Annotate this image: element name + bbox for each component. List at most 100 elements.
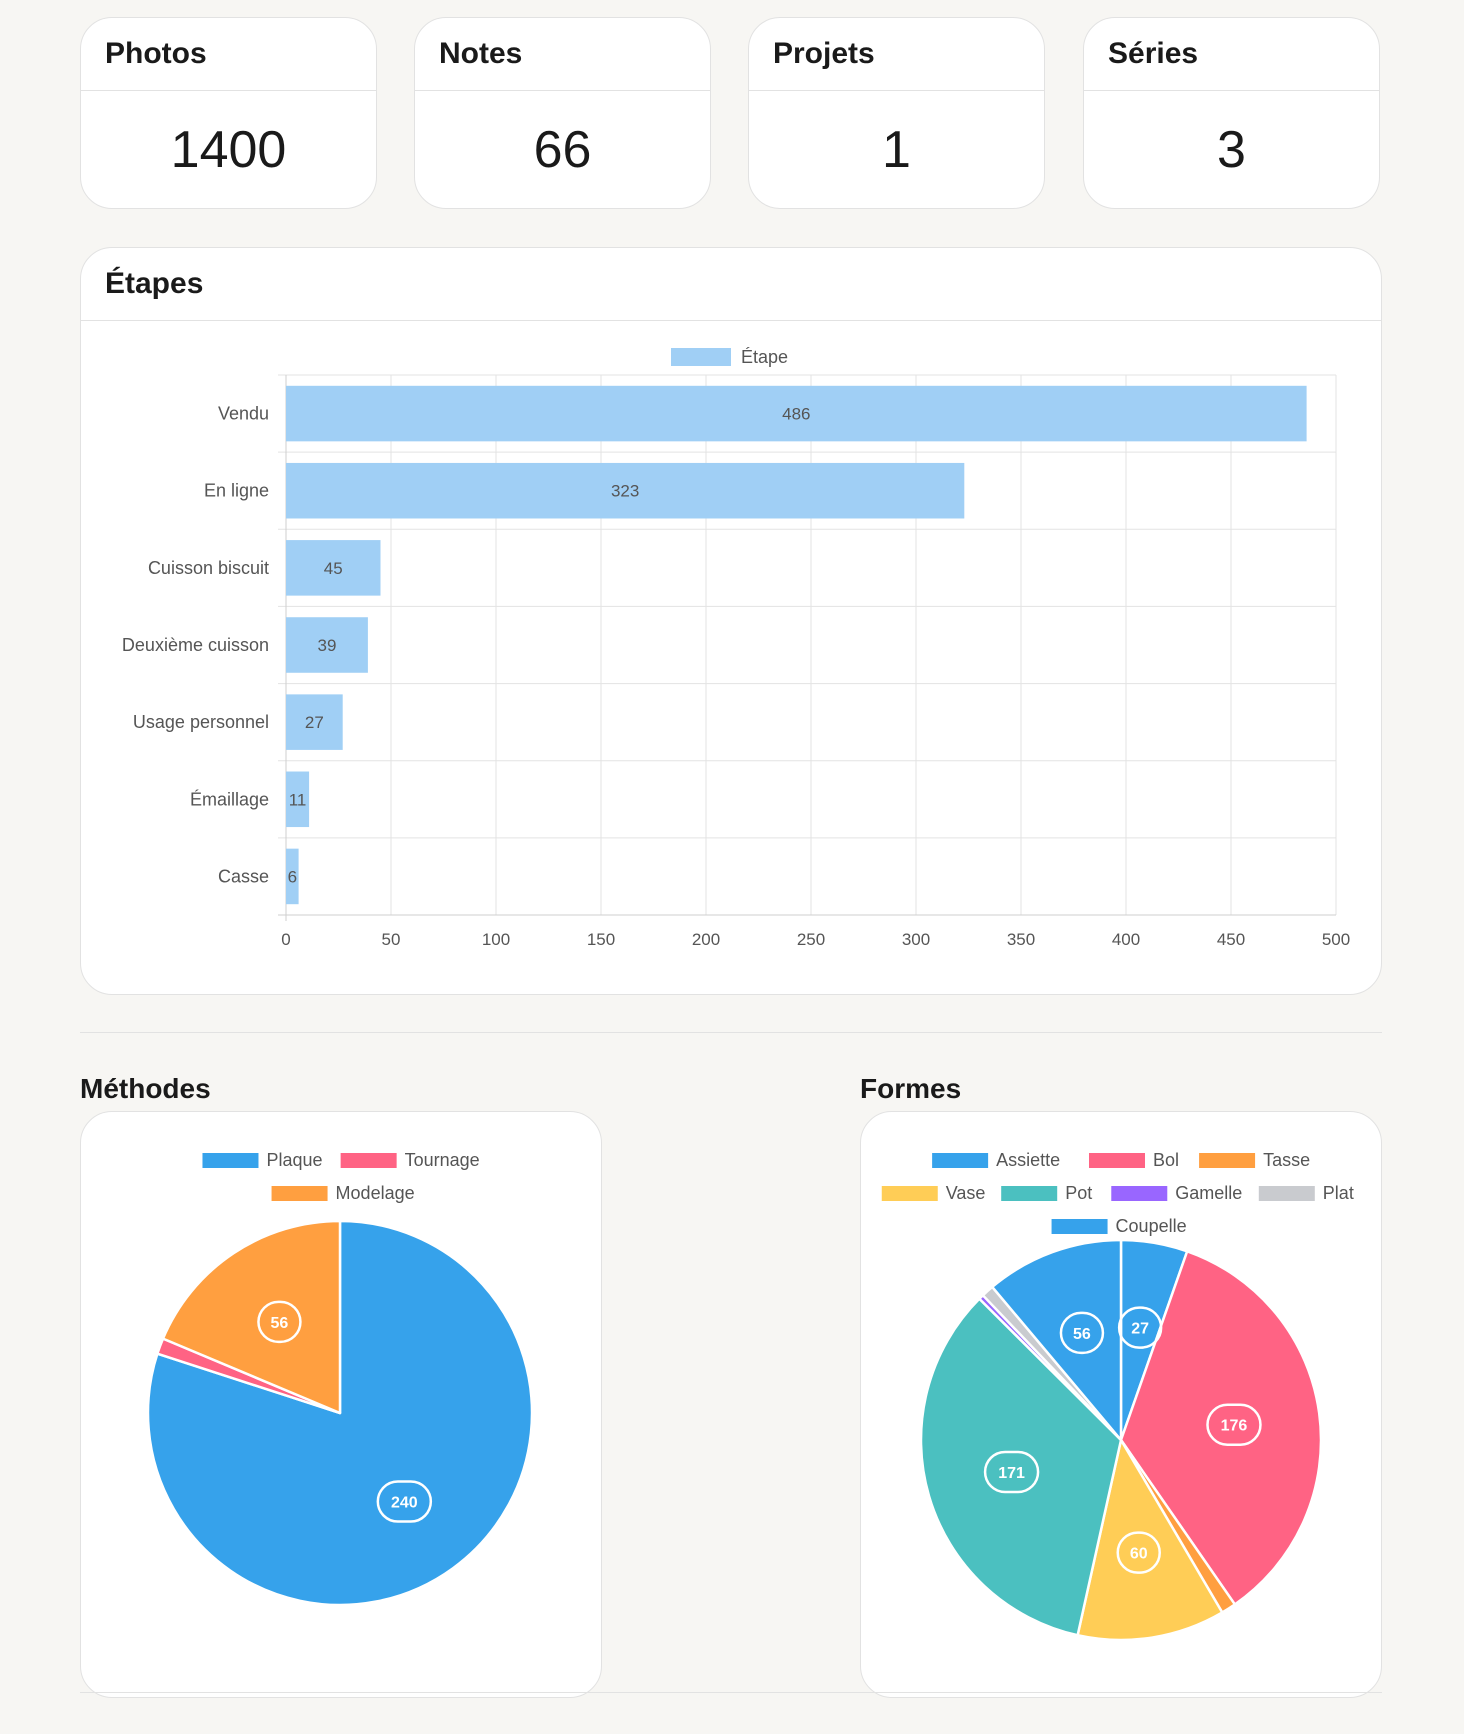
methodes-pie-chart: Plaque Tournage Modelage 240 56 [146, 1150, 534, 1607]
stat-label: Séries [1084, 18, 1379, 91]
x-tick-label: 350 [1007, 930, 1035, 949]
legend-swatch [932, 1153, 989, 1168]
data-label: 56 [257, 1300, 302, 1344]
bar-value-label: 11 [289, 790, 307, 809]
x-tick-label: 150 [587, 930, 615, 949]
methodes-title: Méthodes [80, 1073, 211, 1104]
legend-swatch [1258, 1186, 1315, 1201]
data-label: 56 [1059, 1311, 1105, 1355]
pie-slice [1076, 1438, 1224, 1642]
x-tick-label: 450 [1217, 930, 1245, 949]
legend-swatch [1051, 1219, 1108, 1234]
data-label-value: 56 [271, 1315, 289, 1332]
methodes-panel: Plaque Tournage Modelage 240 56 [80, 1111, 602, 1698]
data-label-value: 240 [391, 1495, 418, 1512]
stat-label: Photos [81, 18, 376, 91]
stat-card-projets: Projets 1 [748, 17, 1045, 209]
x-tick-label: 300 [902, 930, 930, 949]
bar [286, 385, 1307, 442]
bar-value-label: 27 [305, 713, 324, 732]
stat-card-series: Séries 3 [1083, 17, 1380, 209]
bar [286, 540, 381, 596]
bar [286, 462, 965, 519]
bar [286, 848, 299, 905]
legend-swatch [1089, 1153, 1145, 1168]
formes-panel: Assiette Bol Tasse Vase Pot Gamelle Plat Coupel… [860, 1111, 1382, 1698]
pie-slice [919, 1297, 1123, 1637]
legend-swatch [271, 1186, 328, 1201]
y-tick-label: Émaillage [190, 789, 269, 809]
legend-item: Coupelle [1051, 1216, 1187, 1236]
data-label-badge [376, 1480, 433, 1523]
bar-value-label: 486 [782, 405, 810, 424]
legend-swatch [1199, 1153, 1256, 1168]
data-label-value: 176 [1221, 1418, 1248, 1435]
legend-item: Tasse [1199, 1150, 1310, 1170]
pie-slice [990, 1238, 1123, 1442]
data-label: 60 [1116, 1531, 1161, 1574]
legend-swatch [202, 1153, 259, 1168]
data-label-value: 60 [1130, 1546, 1148, 1563]
legend: Étape [671, 347, 788, 367]
formes-pie-chart: Assiette Bol Tasse Vase Pot Gamelle Plat Coupel… [881, 1150, 1354, 1642]
data-label-badge [1117, 1306, 1163, 1349]
legend-label: Modelage [336, 1183, 415, 1203]
section-divider [80, 1032, 1382, 1033]
stat-label: Notes [415, 18, 710, 91]
data-label: 171 [983, 1450, 1040, 1494]
bar-value-label: 45 [324, 559, 343, 578]
etapes-bar-chart: Étape 0 50 100 150 200 250 300 350 400 450 500 Vendu… [122, 347, 1350, 949]
data-label-badge [1116, 1531, 1161, 1574]
bar-value-label: 39 [317, 636, 336, 655]
bottom-divider [80, 1692, 1382, 1693]
legend-label: Assiette [996, 1150, 1060, 1170]
bar-value-label: 6 [288, 867, 297, 886]
formes-title: Formes [860, 1073, 962, 1104]
legend-label: Plat [1323, 1183, 1354, 1203]
bar-value-label: 323 [611, 482, 639, 501]
x-tick-label: 50 [382, 930, 401, 949]
bar [286, 617, 368, 673]
stat-card-notes: Notes 66 [414, 17, 711, 209]
y-tick-label: Cuisson biscuit [148, 558, 269, 578]
legend-label: Pot [1065, 1183, 1092, 1203]
data-label: 176 [1206, 1403, 1262, 1446]
x-tick-label: 100 [482, 930, 510, 949]
etapes-panel: Étapes Étape 0 50 100 150 200 250 300 350 400 450 5… [80, 247, 1382, 995]
pie-slice [161, 1219, 342, 1415]
legend-item: Plaque [202, 1150, 323, 1170]
stat-value: 1 [882, 121, 911, 179]
legend-label: Tasse [1263, 1150, 1310, 1170]
bar [286, 771, 310, 828]
x-tick-label: 400 [1112, 930, 1140, 949]
y-tick-label: Usage personnel [133, 712, 269, 732]
y-tick-label: Vendu [218, 404, 269, 424]
x-tick-label: 500 [1322, 930, 1350, 949]
legend-swatch [1001, 1186, 1058, 1201]
x-tick-label: 250 [797, 930, 825, 949]
legend-swatch [881, 1186, 938, 1201]
stat-value: 1400 [170, 121, 287, 179]
etapes-title: Étapes [81, 248, 1381, 321]
data-label-value: 27 [1131, 1321, 1149, 1338]
data-label-value: 56 [1073, 1326, 1091, 1343]
legend-item: Modelage [271, 1183, 415, 1203]
pie-slice [1119, 1250, 1323, 1606]
bar [286, 694, 343, 750]
data-label-value: 171 [998, 1465, 1025, 1482]
y-tick-label: En ligne [204, 481, 269, 501]
y-tick-label: Deuxième cuisson [122, 635, 269, 655]
legend-label: Étape [741, 347, 788, 367]
data-label-badge [1059, 1311, 1105, 1355]
legend-label: Gamelle [1175, 1183, 1242, 1203]
legend-label: Tournage [405, 1150, 480, 1170]
legend-swatch [340, 1153, 397, 1168]
data-label: 240 [376, 1480, 433, 1523]
legend-label: Plaque [266, 1150, 322, 1170]
data-label: 27 [1117, 1306, 1163, 1349]
x-tick-label: 200 [692, 930, 720, 949]
legend-label: Vase [946, 1183, 986, 1203]
x-tick-label: 0 [281, 930, 290, 949]
legend-item: Gamelle [1111, 1183, 1242, 1203]
data-label-badge [1206, 1403, 1262, 1446]
